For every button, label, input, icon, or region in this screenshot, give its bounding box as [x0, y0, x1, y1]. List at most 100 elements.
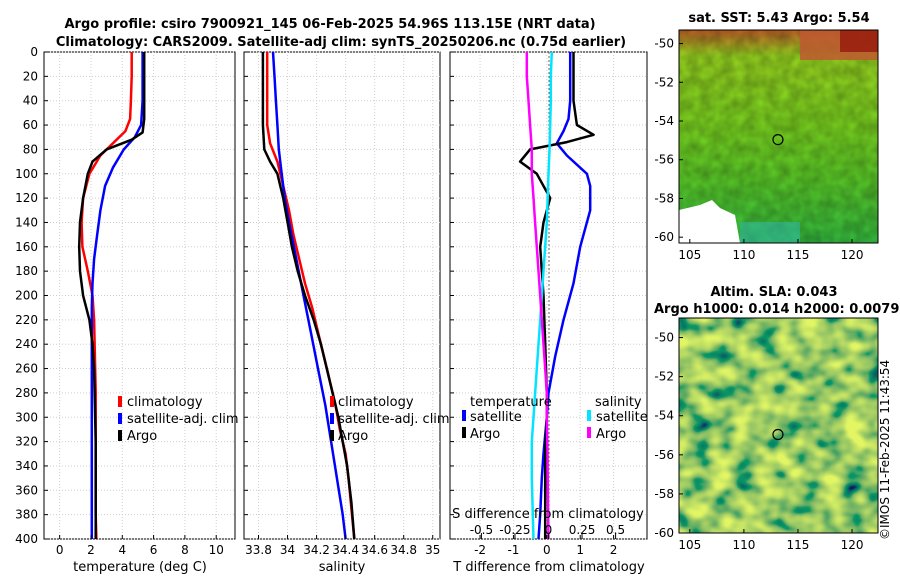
legend-label: Argo	[127, 429, 157, 444]
legend-label: Argo	[596, 427, 626, 442]
legend-label: climatology	[338, 395, 414, 410]
depth-tick-label: 180	[15, 264, 38, 278]
x-tick-label: 34.4	[332, 543, 359, 557]
depth-tick-label: 160	[15, 240, 38, 254]
x-tick-label: 34.6	[361, 543, 388, 557]
depth-tick-label: 300	[15, 410, 38, 424]
x-tick-label: 1	[576, 543, 584, 557]
salinity-legend: climatology satellite-adj. clim Argo	[330, 395, 450, 444]
temperature-plot: 0 2 4 6 8 10 temperature (deg C) climatology …	[43, 51, 239, 575]
sla-map: Altim. SLA: 0.043 Argo h1000: 0.014 h200…	[654, 285, 899, 552]
depth-tick-label: 100	[15, 167, 38, 181]
legend-swatch	[462, 410, 466, 421]
sst-map: sat. SST: 5.43 Argo: 5.54 105 110 115 120 -5…	[654, 11, 879, 262]
depth-tick-label: 360	[15, 483, 38, 497]
x-tick-label: 4	[118, 543, 126, 557]
x-tick-label: 10	[209, 543, 224, 557]
x-tick-label: 34.2	[303, 543, 330, 557]
depth-tick-label: 380	[15, 508, 38, 522]
legend-swatch	[118, 413, 122, 424]
legend-swatch	[462, 427, 466, 438]
sst-map-title: sat. SST: 5.43 Argo: 5.54	[688, 11, 869, 26]
sla-map-title: Altim. SLA: 0.043	[711, 285, 838, 300]
legend-label: satellite-adj. clim	[338, 412, 450, 427]
series-line-argo	[77, 52, 146, 539]
depth-tick-label: 280	[15, 386, 38, 400]
depth-tick-label: 240	[15, 337, 38, 351]
temperature-legend: climatology satellite-adj. clim Argo	[118, 395, 239, 444]
map-y-tick-label: -58	[654, 487, 674, 501]
legend-swatch	[330, 396, 334, 407]
legend-swatch	[587, 410, 591, 421]
legend-title: temperature	[470, 395, 552, 410]
legend-swatch	[118, 430, 122, 441]
x-tick-label: 6	[150, 543, 158, 557]
map-y-tick-label: -54	[654, 114, 674, 128]
legend-label: satellite	[596, 410, 648, 425]
legend-swatch	[587, 427, 591, 438]
x-tick-label: 34.8	[390, 543, 417, 557]
depth-tick-label: 260	[15, 362, 38, 376]
series-line-argo	[261, 52, 356, 540]
map-x-tick-label: 115	[787, 248, 810, 262]
series-line-satellite-adj-clim	[271, 51, 347, 540]
s-tick-label: 0.25	[569, 523, 596, 537]
difference-plot: -2 -1 0 1 2 T difference from climatology S …	[449, 51, 648, 575]
x-tick-label: 2	[610, 543, 618, 557]
map-y-tick-label: -56	[654, 448, 674, 462]
legend-label: satellite	[470, 410, 522, 425]
x-tick-label: 0	[56, 543, 64, 557]
x-tick-label: 34	[280, 543, 295, 557]
depth-tick-label: 220	[15, 313, 38, 327]
map-x-tick-label: 110	[732, 248, 755, 262]
s-difference-xlabel: S difference from climatology	[452, 507, 644, 522]
salinity-plot: 33.8 34 34.2 34.4 34.6 34.8 35 salinity climat…	[243, 51, 450, 575]
t-difference-xlabel: T difference from climatology	[452, 560, 645, 575]
sst-hot-patch	[840, 30, 878, 52]
depth-tick-label: 0	[30, 45, 38, 59]
s-tick-label: 0	[545, 523, 553, 537]
series-line-salinity-satellite	[530, 51, 554, 540]
legend-swatch	[330, 430, 334, 441]
x-tick-label: 8	[181, 543, 189, 557]
s-tick-label: 0.5	[606, 523, 625, 537]
x-tick-label: 2	[87, 543, 95, 557]
depth-tick-label: 40	[23, 94, 38, 108]
sst-cold-patch	[740, 222, 800, 243]
depth-tick-label: 320	[15, 435, 38, 449]
figure-title-line1: Argo profile: csiro 7900921_145 06-Feb-2…	[64, 17, 595, 32]
map-y-tick-label: -50	[654, 37, 674, 51]
difference-legend-temperature: temperature satellite Argo	[462, 395, 552, 442]
x-tick-label: -2	[474, 543, 486, 557]
sla-texture	[679, 318, 878, 533]
depth-tick-label: 20	[23, 69, 38, 83]
map-y-tick-label: -60	[654, 526, 674, 540]
x-tick-label: 35	[425, 543, 440, 557]
difference-legend-salinity: salinity satellite Argo	[587, 395, 648, 442]
legend-label: satellite-adj. clim	[127, 412, 239, 427]
series-line-temperature-satellite	[537, 52, 592, 540]
map-x-tick-label: 105	[678, 538, 701, 552]
sst-argo-marker	[772, 133, 784, 146]
map-x-tick-label: 115	[787, 538, 810, 552]
map-y-tick-label: -52	[654, 370, 674, 384]
sst-land-mask	[679, 200, 740, 243]
figure-title-line2: Climatology: CARS2009. Satellite-adj cli…	[56, 35, 626, 50]
map-x-tick-label: 105	[678, 248, 701, 262]
map-y-tick-label: -52	[654, 75, 674, 89]
depth-tick-label: 400	[15, 532, 38, 546]
s-tick-label: -0.5	[470, 523, 493, 537]
map-x-tick-label: 120	[841, 248, 864, 262]
legend-label: climatology	[127, 395, 203, 410]
map-x-tick-label: 120	[841, 538, 864, 552]
map-y-tick-label: -56	[654, 153, 674, 167]
map-y-tick-label: -50	[654, 331, 674, 345]
legend-swatch	[330, 413, 334, 424]
sla-map-subtitle: Argo h1000: 0.014 h2000: 0.0079	[654, 302, 899, 317]
series-line-salinity-argo	[525, 52, 550, 540]
legend-label: Argo	[470, 427, 500, 442]
map-x-tick-label: 110	[732, 538, 755, 552]
s-tick-label: -0.25	[499, 523, 530, 537]
map-y-tick-label: -54	[654, 409, 674, 423]
map-y-tick-label: -58	[654, 191, 674, 205]
